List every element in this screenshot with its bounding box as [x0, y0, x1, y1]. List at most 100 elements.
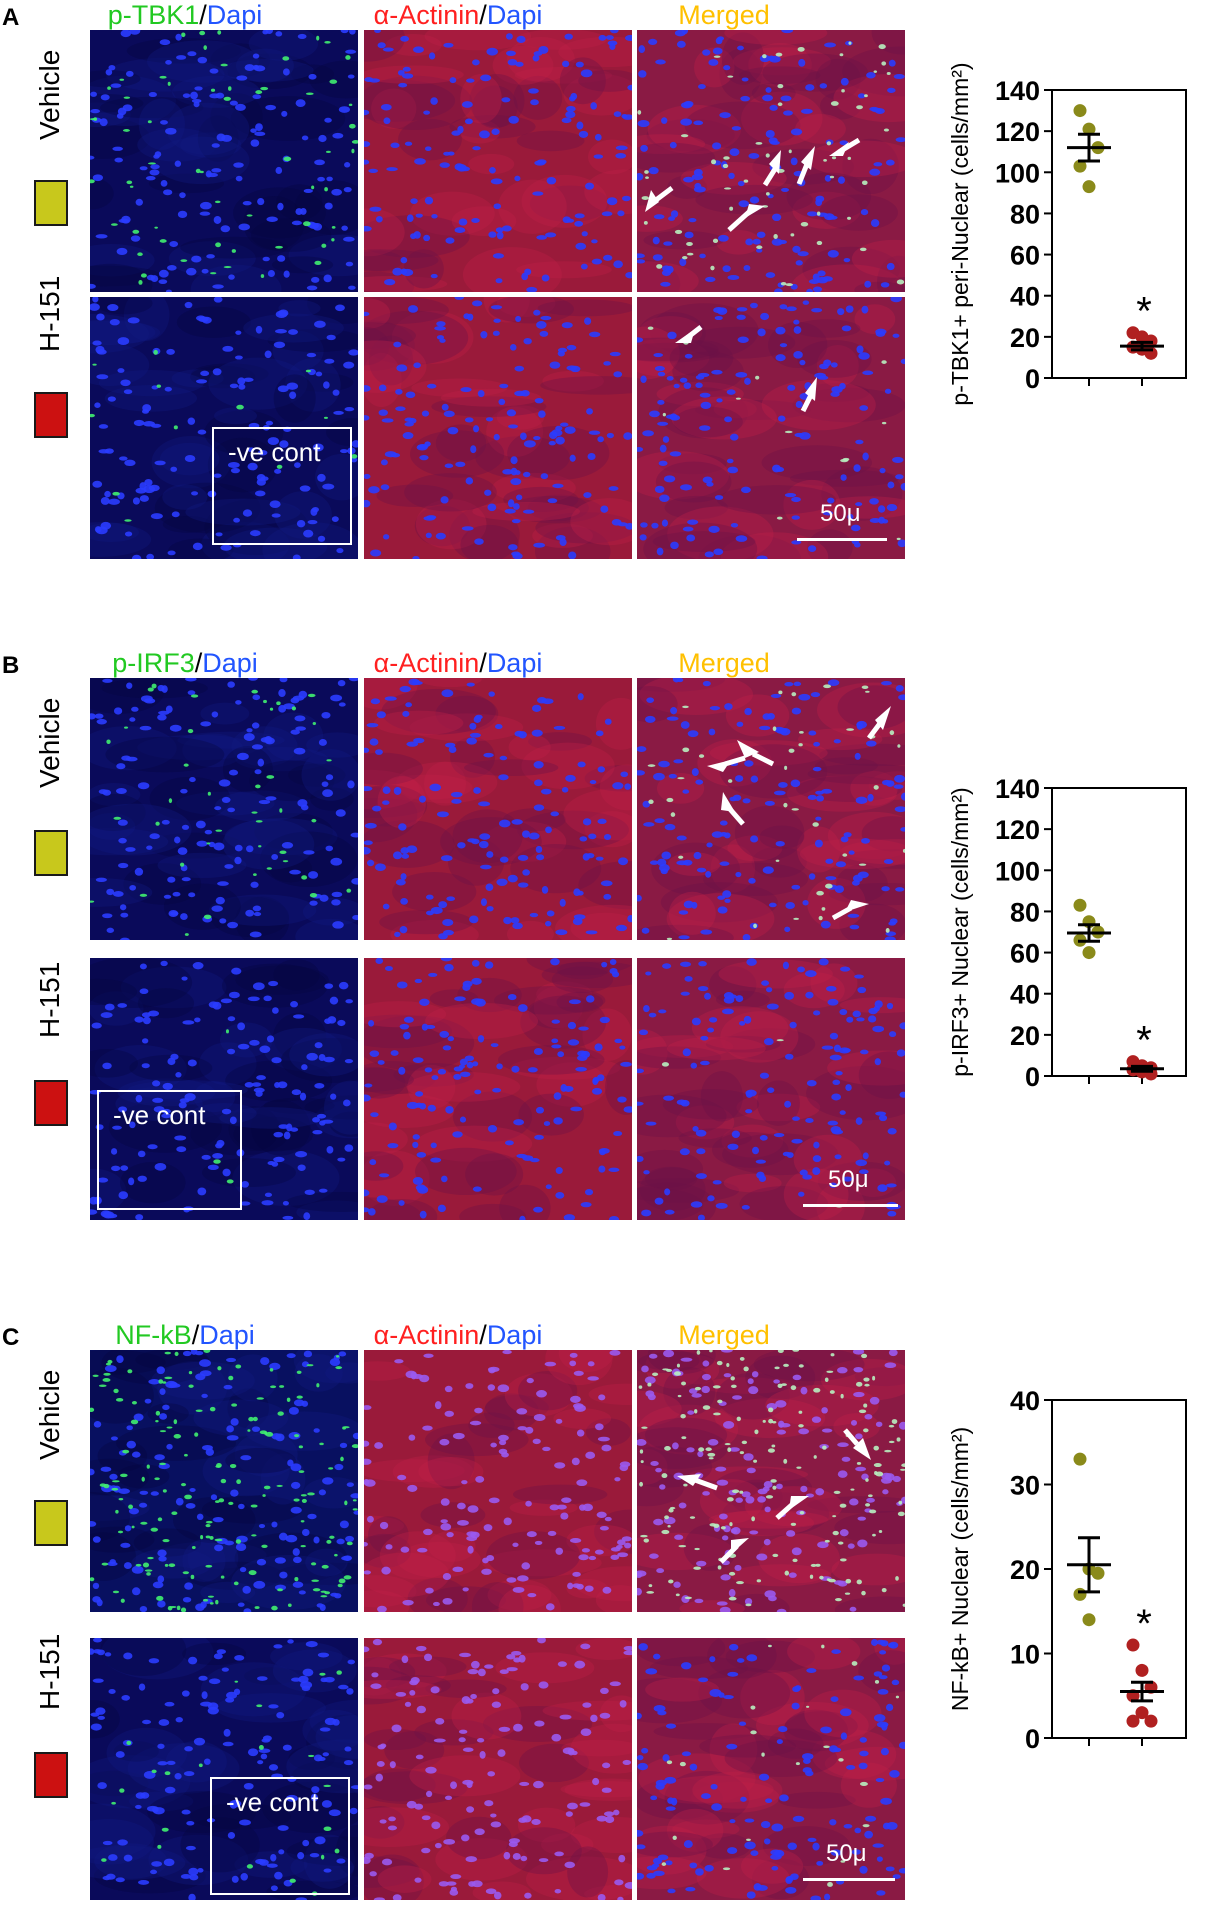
arrow-icon — [727, 204, 765, 232]
micrograph-marker-vehicle — [90, 30, 358, 292]
arrow-icon — [775, 1496, 809, 1520]
arrow-icon — [677, 1474, 718, 1491]
negative-control-inset: -ve cont — [210, 1777, 350, 1895]
micrograph-merged-vehicle — [637, 30, 905, 292]
arrow-icon — [721, 792, 745, 826]
arrow-icon — [675, 325, 703, 343]
negative-control-inset: -ve cont — [97, 1090, 242, 1210]
marker-label: p-TBK1 — [107, 0, 200, 30]
plot-frame — [1051, 89, 1187, 379]
column-header-marker: NF-kB/Dapi — [115, 1320, 255, 1350]
h151-swatch — [34, 1752, 68, 1798]
arrow-icon — [796, 146, 815, 185]
column-header-merged: Merged — [678, 0, 770, 30]
micrograph-marker-h151 — [90, 958, 358, 1220]
y-tick-label: 80 — [1010, 199, 1040, 229]
data-point — [1091, 1566, 1105, 1580]
arrow-icon — [645, 186, 674, 212]
y-tick-label: 20 — [1010, 323, 1040, 353]
micrograph-merged-h151 — [637, 1638, 905, 1900]
scale-bar — [803, 1878, 895, 1881]
data-point — [1082, 946, 1096, 960]
arrow-icon — [737, 740, 775, 767]
y-tick-label: 40 — [1010, 980, 1040, 1010]
y-tick-label: 0 — [1025, 1062, 1040, 1092]
dapi-label: Dapi — [206, 0, 263, 30]
micrograph-actinin-h151 — [364, 1638, 632, 1900]
data-point — [1126, 1714, 1140, 1728]
column-header-marker: p-TBK1/Dapi — [107, 0, 263, 30]
row-label-vehicle: Vehicle — [34, 49, 65, 140]
scale-bar-label: 50μ — [826, 1840, 867, 1867]
y-tick-label: 100 — [995, 856, 1040, 886]
panel-letter: B — [2, 652, 20, 679]
plot-frame — [1051, 787, 1187, 1077]
row-label-vehicle: Vehicle — [34, 1369, 65, 1460]
y-tick-label: 80 — [1010, 897, 1040, 927]
y-axis-label: p-TBK1+ peri-Nuclear (cells/mm²) — [947, 62, 973, 405]
arrows-overlay — [675, 325, 817, 413]
y-tick-label: 0 — [1025, 364, 1040, 394]
scale-bar — [803, 1204, 898, 1207]
data-point — [1082, 1613, 1096, 1627]
vehicle-swatch — [34, 1500, 68, 1546]
y-tick-label: 60 — [1010, 241, 1040, 271]
data-point — [1073, 159, 1087, 173]
panel-a: A p-TBK1/Dapi α-Actinin/Dapi Merged Vehi… — [0, 0, 1214, 590]
row-label-vehicle: Vehicle — [34, 697, 65, 788]
y-tick-label: 40 — [1010, 1386, 1040, 1416]
y-tick-label: 10 — [1010, 1640, 1040, 1670]
micrograph-marker-h151 — [90, 1638, 358, 1900]
micrograph-merged-vehicle — [637, 1350, 905, 1612]
row-label-h151: H-151 — [34, 1633, 65, 1710]
y-tick-label: 100 — [995, 158, 1040, 188]
plot-frame — [1051, 1399, 1187, 1739]
column-header-actinin: α-Actinin/Dapi — [373, 1320, 543, 1350]
y-tick-label: 120 — [995, 815, 1040, 845]
scale-bar — [797, 538, 887, 541]
arrows-overlay — [707, 706, 891, 921]
data-point — [1073, 898, 1087, 912]
arrow-icon — [762, 150, 781, 187]
vehicle-swatch — [34, 830, 68, 876]
y-tick-label: 140 — [995, 774, 1040, 804]
micrograph-actinin-vehicle — [364, 678, 632, 940]
arrows-overlay — [645, 137, 861, 232]
y-tick-label: 140 — [995, 76, 1040, 106]
arrow-icon — [707, 755, 746, 772]
panel-c: C NF-kB/Dapi α-Actinin/Dapi Merged Vehic… — [0, 1320, 1214, 1910]
y-tick-label: 60 — [1010, 939, 1040, 969]
significance-marker: * — [1136, 1019, 1152, 1063]
scale-bar-label: 50μ — [828, 1166, 869, 1193]
arrow-icon — [719, 1538, 749, 1564]
vehicle-swatch — [34, 180, 68, 226]
micrograph-marker-vehicle — [90, 678, 358, 940]
arrows-overlay — [677, 1428, 871, 1564]
y-tick-label: 20 — [1010, 1021, 1040, 1051]
row-label-h151: H-151 — [34, 275, 65, 352]
negative-control-inset: -ve cont — [212, 427, 352, 545]
panel-letter: A — [2, 4, 20, 31]
micrograph-actinin-h151 — [364, 297, 632, 559]
arrow-icon — [843, 1428, 871, 1460]
data-point — [1073, 1452, 1087, 1466]
y-tick-label: 0 — [1025, 1724, 1040, 1754]
micrograph-merged-vehicle — [637, 678, 905, 940]
micrograph-actinin-vehicle — [364, 30, 632, 292]
chart-b: 0 20 40 60 80 100 120 140 p-IRF3+ Nuclear (cells… — [947, 774, 1187, 1092]
y-tick-label: 20 — [1010, 1555, 1040, 1585]
chart-c: 0 10 20 30 40 NF-kB+ Nuclear (cells/mm²) * — [947, 1386, 1187, 1754]
micrograph-merged-h151 — [637, 958, 905, 1220]
arrow-icon — [829, 137, 861, 156]
y-tick-label: 120 — [995, 117, 1040, 147]
y-tick-label: 40 — [1010, 282, 1040, 312]
panel-b: B p-IRF3/Dapi α-Actinin/Dapi Merged Vehi… — [0, 648, 1214, 1238]
data-point — [1073, 104, 1087, 118]
h151-swatch — [34, 392, 68, 438]
data-point — [1082, 180, 1096, 194]
row-label-h151: H-151 — [34, 961, 65, 1038]
chart-a: 0 20 40 60 80 100 120 140 p-TBK1+ peri-Nuclear (… — [947, 62, 1187, 406]
column-header-merged: Merged — [678, 1320, 770, 1350]
micrograph-actinin-vehicle — [364, 1350, 632, 1612]
data-point — [1135, 1706, 1149, 1720]
